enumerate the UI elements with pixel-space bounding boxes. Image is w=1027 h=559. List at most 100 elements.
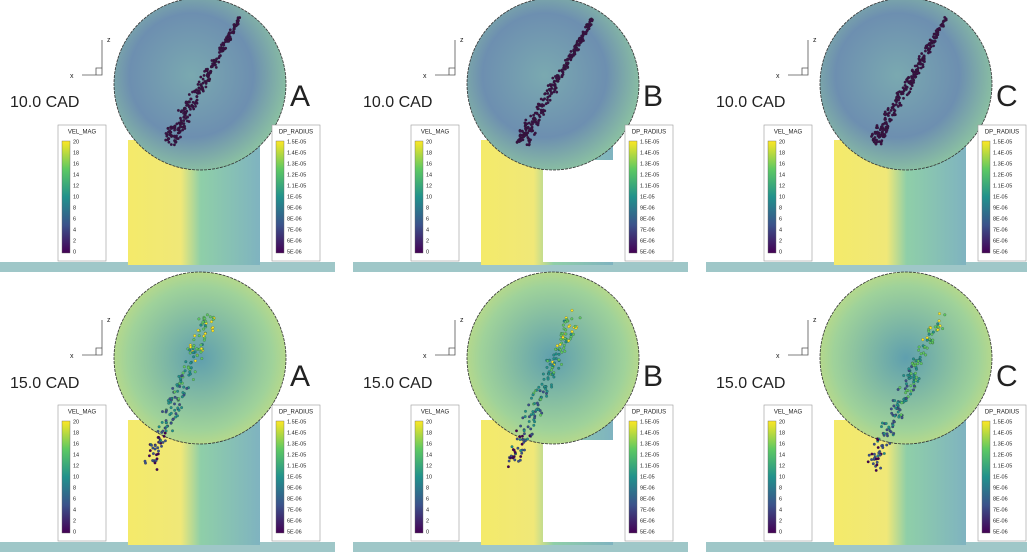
droplet [884, 111, 887, 114]
droplet [519, 455, 522, 458]
droplet [938, 320, 941, 323]
legend-label: 0 [779, 529, 782, 535]
droplet [205, 86, 208, 89]
droplet [175, 412, 178, 415]
droplet [569, 53, 572, 56]
droplet [166, 425, 169, 428]
droplet [877, 439, 880, 442]
droplet [935, 32, 938, 35]
droplet [584, 31, 587, 34]
legend-label: 1E-05 [640, 194, 655, 200]
droplet [181, 374, 184, 377]
droplet [930, 46, 933, 49]
legend-label: 20 [73, 139, 79, 145]
legend-label: 7E-06 [993, 227, 1008, 233]
legend-label: 9E-06 [287, 485, 302, 491]
droplet [522, 135, 525, 138]
legend-label: 1.4E-05 [993, 430, 1012, 436]
droplet [554, 89, 557, 92]
droplet [555, 357, 558, 360]
droplet [547, 378, 550, 381]
droplet [881, 422, 884, 425]
droplet [876, 464, 879, 467]
droplet [907, 76, 910, 79]
droplet [529, 428, 532, 431]
droplet [546, 99, 549, 102]
droplet [576, 40, 579, 43]
panel: xz15.0 CADAVEL_MAG20181614121086420DP_RA… [0, 272, 335, 552]
droplet [509, 457, 512, 460]
axis-label-x: x [776, 73, 780, 80]
droplet [905, 399, 908, 402]
droplet [524, 410, 527, 413]
legend-label: 12 [73, 183, 79, 189]
legend-label: 6 [426, 216, 429, 222]
droplet [189, 352, 192, 355]
droplet [539, 398, 542, 401]
droplet [189, 108, 192, 111]
droplet [194, 105, 197, 108]
legend-label: 6E-06 [287, 518, 302, 524]
droplet [166, 135, 169, 138]
colorbar [62, 421, 70, 533]
legend-label: 18 [779, 430, 785, 436]
droplet [929, 342, 932, 345]
legend-label: 9E-06 [993, 485, 1008, 491]
legend-title: VEL_MAG [68, 410, 97, 416]
droplet [176, 123, 179, 126]
droplet [203, 339, 206, 342]
droplet [546, 360, 549, 363]
droplet [165, 132, 168, 135]
legend-label: 1.5E-05 [640, 139, 659, 145]
legend-label: 2 [426, 238, 429, 244]
panel: xz15.0 CADBVEL_MAG20181614121086420DP_RA… [353, 272, 688, 552]
droplet [227, 40, 230, 43]
droplet [928, 338, 931, 341]
droplet [896, 404, 899, 407]
droplet [516, 438, 519, 441]
droplet [218, 47, 221, 50]
droplet [176, 383, 179, 386]
legend-label: 2 [73, 238, 76, 244]
legend-label: 1.4E-05 [287, 430, 306, 436]
droplet [937, 326, 940, 329]
case-label: B [643, 80, 663, 113]
droplet [910, 80, 913, 83]
droplet [539, 389, 542, 392]
droplet [172, 418, 175, 421]
legend-label: 8E-06 [993, 496, 1008, 502]
droplet [914, 372, 917, 375]
legend-label: 8E-06 [993, 216, 1008, 222]
droplet [154, 462, 157, 465]
droplet [185, 110, 188, 113]
droplet [220, 50, 223, 53]
droplet [569, 58, 572, 61]
droplet [898, 102, 901, 105]
droplet [517, 447, 520, 450]
droplet [523, 429, 526, 432]
droplet [233, 23, 236, 26]
legend-label: 6E-06 [640, 238, 655, 244]
droplet [526, 143, 529, 146]
droplet [545, 395, 548, 398]
droplet [918, 346, 921, 349]
legend-label: 16 [779, 441, 785, 447]
droplet [180, 406, 183, 409]
droplet [931, 333, 934, 336]
droplet [571, 318, 574, 321]
legend-label: 6 [73, 216, 76, 222]
droplet [196, 348, 199, 351]
droplet [883, 452, 886, 455]
legend-label: 1.3E-05 [993, 161, 1012, 167]
legend-label: 1.4E-05 [640, 150, 659, 156]
droplet [515, 430, 518, 433]
droplet [543, 378, 546, 381]
time-label: 10.0 CAD [10, 94, 79, 111]
droplet [912, 358, 915, 361]
droplet [521, 435, 524, 438]
droplet [588, 27, 591, 30]
legend-label: 1.2E-05 [640, 172, 659, 178]
legend-label: 1.5E-05 [287, 139, 306, 145]
time-label: 15.0 CAD [10, 375, 79, 392]
droplet [928, 48, 931, 51]
